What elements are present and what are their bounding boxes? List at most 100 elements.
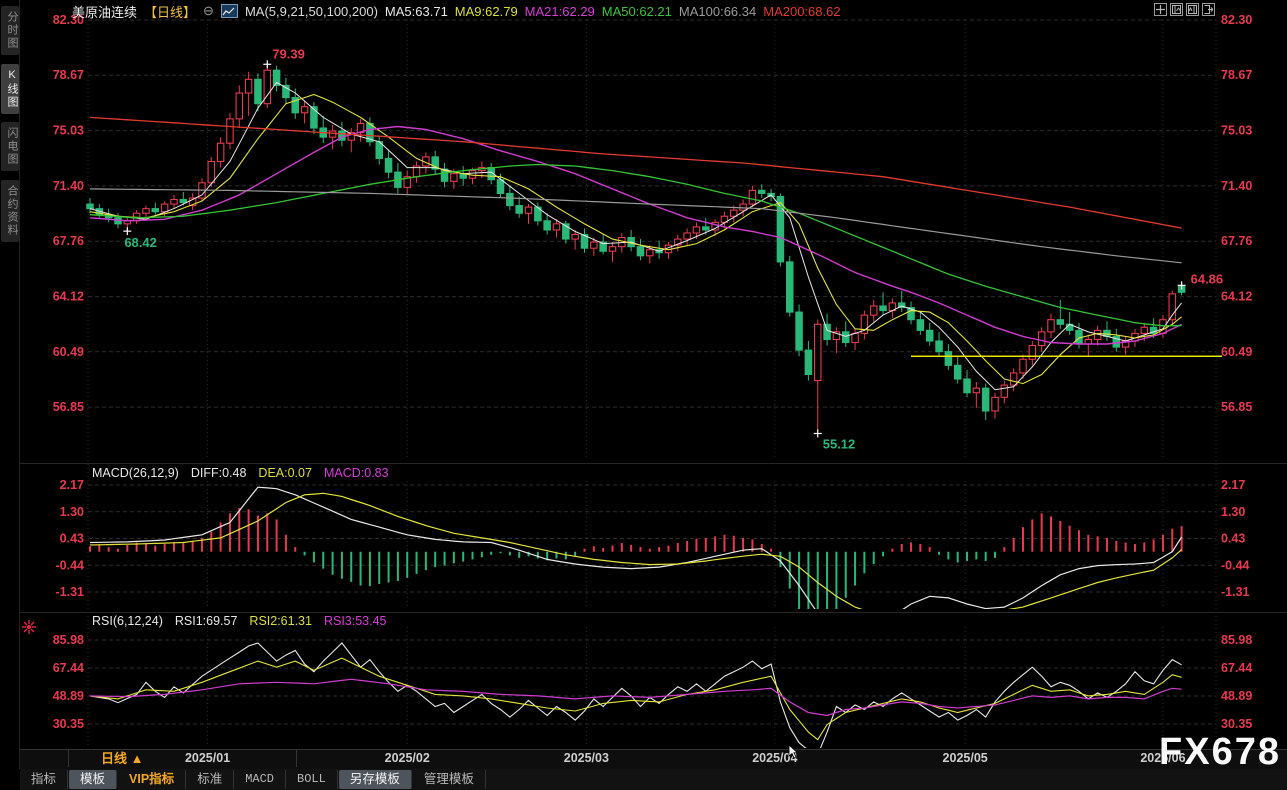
rsi-layer: [89, 642, 1182, 748]
mini-chart-icon: [220, 4, 238, 18]
toolbar-boll[interactable]: BOLL: [286, 770, 338, 789]
collapse-icon[interactable]: ⊖: [203, 3, 214, 18]
toolbar-template[interactable]: 模板: [69, 770, 118, 789]
window-controls: [1154, 3, 1215, 16]
svg-text:2025/06: 2025/06: [1140, 751, 1185, 765]
ma100-value: MA100:66.34: [678, 3, 757, 19]
svg-text:60.49: 60.49: [53, 345, 84, 359]
exit-pane-icon[interactable]: [1202, 3, 1215, 16]
svg-text:2025/03: 2025/03: [564, 751, 609, 765]
svg-text:67.44: 67.44: [53, 661, 84, 675]
rsi3-value: RSI3:53.45: [323, 614, 387, 628]
svg-text:2.17: 2.17: [1221, 478, 1245, 492]
svg-text:82.30: 82.30: [53, 13, 84, 27]
sidebar-tab-label: 合约资料: [6, 185, 18, 237]
svg-text:79.39: 79.39: [272, 46, 305, 61]
svg-text:75.03: 75.03: [53, 124, 84, 138]
toolbar-macd[interactable]: MACD: [234, 770, 287, 789]
rsi-title[interactable]: RSI(6,12,24): [92, 614, 163, 628]
macd-diff-value: DIFF:0.48: [190, 466, 247, 480]
macd-header: MACD(26,12,9) DIFF:0.48 DEA:0.07 MACD:0.…: [92, 466, 389, 480]
svg-text:-0.44: -0.44: [1221, 558, 1250, 572]
watermark: FX678: [1159, 731, 1281, 773]
move-panes-icon[interactable]: [1154, 3, 1167, 16]
toolbar-standard[interactable]: 标准: [186, 770, 235, 789]
sidebar-tab-label: 闪电图: [6, 127, 18, 166]
pane-layout-right-icon[interactable]: [1186, 3, 1199, 16]
svg-text:48.89: 48.89: [1221, 689, 1252, 703]
svg-text:-1.31: -1.31: [56, 585, 85, 599]
ma200-value: MA200:68.62: [763, 3, 841, 19]
svg-text:30.35: 30.35: [1221, 717, 1252, 731]
bottom-toolbar: 指标 模板 VIP指标 标准 MACD BOLL 另存模板 管理模板: [20, 769, 1287, 790]
period-tag: 【日线】: [144, 4, 197, 20]
svg-text:30.35: 30.35: [53, 717, 84, 731]
macd-layer: [89, 486, 1183, 609]
sidebar-tab-contract-info[interactable]: 合约资料: [1, 180, 19, 242]
svg-text:82.30: 82.30: [1221, 13, 1252, 27]
annotation-layer: 79.39 68.42 55.12 64.86: [123, 46, 1223, 451]
toolbar-manage-template[interactable]: 管理模板: [413, 770, 486, 789]
macd-rsi-divider: [20, 612, 1287, 613]
svg-text:2.17: 2.17: [60, 478, 84, 492]
macd-title[interactable]: MACD(26,12,9): [92, 466, 179, 480]
ma9-value: MA9:62.79: [454, 3, 518, 19]
svg-text:56.85: 56.85: [1221, 400, 1252, 414]
svg-text:67.76: 67.76: [1221, 234, 1252, 248]
main-macd-divider: [20, 463, 1287, 464]
pane-layout-left-icon[interactable]: [1170, 3, 1183, 16]
svg-text:2025/05: 2025/05: [943, 751, 988, 765]
svg-text:85.98: 85.98: [1221, 633, 1252, 647]
alert-icon[interactable]: [22, 620, 36, 639]
svg-text:55.12: 55.12: [823, 436, 856, 451]
svg-text:64.12: 64.12: [1221, 290, 1252, 304]
period-selector-button[interactable]: 日线 ▲: [68, 750, 297, 767]
toolbar-save-template[interactable]: 另存模板: [338, 770, 412, 789]
macd-macd-value: MACD:0.83: [323, 466, 389, 480]
svg-text:0.43: 0.43: [60, 532, 84, 546]
ma21-value: MA21:62.29: [524, 3, 595, 19]
svg-text:2025/01: 2025/01: [185, 751, 230, 765]
ma5-value: MA5:63.71: [384, 3, 448, 19]
svg-text:1.30: 1.30: [1221, 505, 1245, 519]
svg-text:2025/04: 2025/04: [752, 751, 797, 765]
svg-text:71.40: 71.40: [1221, 179, 1252, 193]
svg-text:78.67: 78.67: [53, 68, 84, 82]
toolbar-indicators[interactable]: 指标: [20, 770, 69, 789]
mouse-cursor: [788, 744, 801, 764]
instrument-title: 美原油连续: [72, 4, 138, 20]
svg-text:78.67: 78.67: [1221, 68, 1252, 82]
sidebar-tab-time-chart[interactable]: 分时图: [1, 6, 19, 55]
svg-text:-0.44: -0.44: [56, 558, 85, 572]
svg-text:85.98: 85.98: [53, 633, 84, 647]
svg-text:75.03: 75.03: [1221, 124, 1252, 138]
macd-dea-value: DEA:0.07: [258, 466, 312, 480]
svg-text:0.43: 0.43: [1221, 532, 1245, 546]
sidebar-tab-flash-chart[interactable]: 闪电图: [1, 122, 19, 171]
toolbar-vip-indicators[interactable]: VIP指标: [118, 770, 187, 789]
ma-lines-layer: [89, 81, 1182, 391]
svg-text:60.49: 60.49: [1221, 345, 1252, 359]
svg-text:-1.31: -1.31: [1221, 585, 1250, 599]
svg-text:67.76: 67.76: [53, 234, 84, 248]
sidebar-divider: [19, 0, 20, 769]
svg-text:56.85: 56.85: [53, 400, 84, 414]
rsi2-value: RSI2:61.31: [249, 614, 312, 628]
svg-text:67.44: 67.44: [1221, 661, 1252, 675]
rsi1-value: RSI1:69.57: [174, 614, 238, 628]
grid-layer: 82.30 82.30 78.67 78.67 75.03 75.03 71.40 71.40…: [53, 13, 1253, 765]
svg-text:64.12: 64.12: [53, 290, 84, 304]
svg-text:48.89: 48.89: [53, 689, 84, 703]
svg-text:2025/02: 2025/02: [385, 751, 430, 765]
sidebar-tab-label: K线图: [6, 69, 18, 109]
svg-text:1.30: 1.30: [60, 505, 84, 519]
sidebar-tab-label: 分时图: [6, 11, 18, 50]
sidebar-tab-kline-chart[interactable]: K线图: [1, 64, 19, 114]
rsi-header: RSI(6,12,24) RSI1:69.57 RSI2:61.31 RSI3:…: [92, 614, 387, 628]
svg-text:64.86: 64.86: [1191, 271, 1224, 286]
chart-header: 美原油连续 【日线】 ⊖ MA(5,9,21,50,100,200) MA5:6…: [72, 3, 841, 20]
ma-settings-label: MA(5,9,21,50,100,200): [244, 3, 378, 19]
ma50-value: MA50:62.21: [601, 3, 672, 19]
